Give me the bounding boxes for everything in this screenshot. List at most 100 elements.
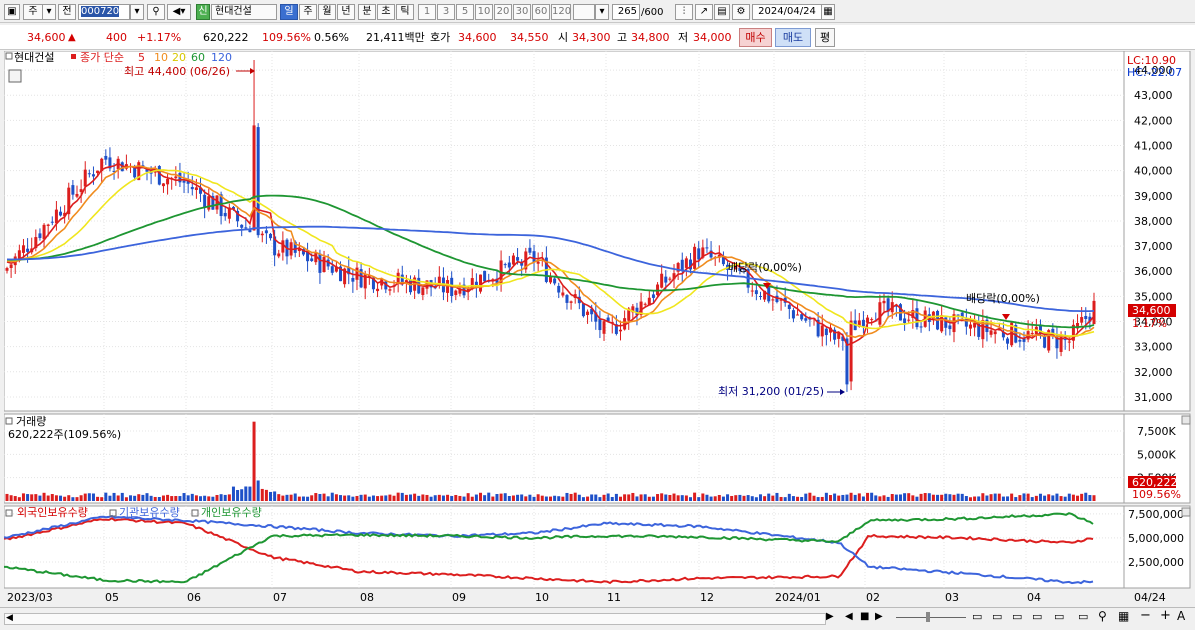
volume-bar [285,494,289,501]
layout-3-icon[interactable]: ▭ [1012,610,1023,623]
period-tick-button[interactable]: 틱 [396,4,414,20]
price-tick-label: 40,000 [1134,165,1173,178]
volume-bar [483,495,487,501]
scroll-right-icon[interactable]: ▶ [826,611,834,622]
prev-button[interactable]: 전 [58,4,76,20]
panel-toggle-icon[interactable] [5,52,13,60]
interval-custom-input[interactable] [573,4,595,20]
bottom-scrollbar[interactable]: ◀ ▶ ◀ ■ ▶ ▭ ▭ ▭ ▭ ▭ ▭ ⚲ ▦ − + A [0,607,1195,630]
interval-1-button[interactable]: 1 [418,4,436,20]
speaker-icon[interactable]: ◀▾ [167,4,191,20]
search-zoom-icon[interactable]: ⚲ [1098,609,1107,623]
candle-body [668,278,672,280]
count-input[interactable]: 265 [612,4,640,20]
interval-dropdown-icon[interactable]: ▾ [595,4,609,20]
period-week-button[interactable]: 주 [299,4,317,20]
chart-type-icon[interactable]: ⫶ [675,4,693,20]
legend-indiv-toggle-icon[interactable] [191,509,199,517]
text-size-icon[interactable]: A [1177,609,1186,623]
period-second-button[interactable]: 초 [377,4,395,20]
candle-body [651,294,655,298]
hc-value: HC:-22.07 [1127,66,1182,79]
candle-body [437,276,441,287]
stock-name-field[interactable]: 현대건설 [211,4,277,20]
volume-close-icon[interactable] [1181,415,1191,425]
volume-bar [553,495,557,501]
volume-bar [697,497,701,501]
chart-area[interactable]: 44,000 43,000 42,000 41,000 40,000 39,000 38,0… [3,50,1193,606]
candle-body [816,319,820,337]
period-month-button[interactable]: 월 [318,4,336,20]
stock-chart[interactable]: 44,000 43,000 42,000 41,000 40,000 39,000 38,0… [3,50,1193,606]
change-percent: +1.17% [137,31,182,44]
grid-icon[interactable]: ▦ [1118,609,1130,623]
stop-icon[interactable]: ■ [860,611,870,622]
save-icon[interactable]: ▤ [714,4,730,20]
scroll-track[interactable] [4,613,826,625]
volume-bar [26,494,30,501]
volume-bar [367,496,371,501]
candle-body [606,317,610,322]
gear-icon[interactable]: ⚙ [732,4,750,20]
holdings-line-individual [4,512,1094,584]
price-axis [1123,50,1191,412]
period-year-button[interactable]: 년 [337,4,355,20]
credit-badge[interactable]: 신 [196,4,210,20]
period-minute-button[interactable]: 분 [358,4,376,20]
volume-bar [120,492,124,501]
candle-body [697,248,701,260]
stock-name-tag: 현대건설 [14,51,54,64]
volume-bar [660,493,664,501]
grid-toggle-icon[interactable] [8,69,22,83]
date-input[interactable]: 2024/04/24 [752,4,822,20]
price-tick-label: 38,000 [1134,215,1173,228]
volume-toggle-icon[interactable] [5,417,13,425]
open-price: 34,300 [572,31,611,44]
window-icon[interactable]: ▣ [4,4,20,20]
volume-bar [277,494,281,501]
volume-bar [1092,495,1096,501]
layout-1-icon[interactable]: ▭ [972,610,983,623]
sell-button[interactable]: 매도 [775,28,811,47]
volume-bar [503,493,507,501]
interval-20-button[interactable]: 20 [494,4,512,20]
market-select[interactable]: 주 [23,4,43,20]
interval-30-button[interactable]: 30 [513,4,531,20]
candle-body [623,318,627,330]
holdings-toggle-icon[interactable] [5,509,13,517]
code-input[interactable]: 000720 [78,4,130,20]
period-day-button[interactable]: 일 [280,4,298,20]
holdings-close-icon[interactable] [1181,507,1191,517]
avg-button[interactable]: 평 [815,28,835,47]
code-dropdown-icon[interactable]: ▾ [130,4,144,20]
zoom-in-icon[interactable]: + [1160,608,1171,623]
legend-inst-toggle-icon[interactable] [109,509,117,517]
ma-legend-60: 60 [191,51,205,64]
layout-2-icon[interactable]: ▭ [992,610,1003,623]
volume-bar [734,495,738,501]
market-label: 주 [28,6,38,17]
play-back-icon[interactable]: ◀ [845,611,853,622]
buy-button[interactable]: 매수 [739,28,772,47]
zoom-reset-icon[interactable]: ▭ [1078,610,1089,623]
interval-3-button[interactable]: 3 [437,4,455,20]
volume-bar [730,495,734,501]
interval-60-button[interactable]: 60 [532,4,550,20]
chevron-down-icon[interactable]: ▾ [42,4,56,20]
volume-bar [936,494,940,501]
calendar-icon[interactable]: ▦ [821,4,835,20]
zoom-out-icon[interactable]: − [1140,608,1151,623]
layout-4-icon[interactable]: ▭ [1032,610,1043,623]
candle-body [598,318,602,331]
scroll-left-icon[interactable]: ◀ [6,613,13,623]
interval-10-button[interactable]: 10 [475,4,493,20]
zoom-slider[interactable] [896,617,966,618]
interval-5-button[interactable]: 5 [456,4,474,20]
draw-tool-icon[interactable]: ↗ [695,4,713,20]
search-icon[interactable]: ⚲ [147,4,165,20]
interval-120-button[interactable]: 120 [551,4,571,20]
layout-5-icon[interactable]: ▭ [1054,610,1065,623]
play-forward-icon[interactable]: ▶ [875,611,883,622]
zoom-slider-handle[interactable] [926,612,930,622]
candle-body [330,266,334,273]
